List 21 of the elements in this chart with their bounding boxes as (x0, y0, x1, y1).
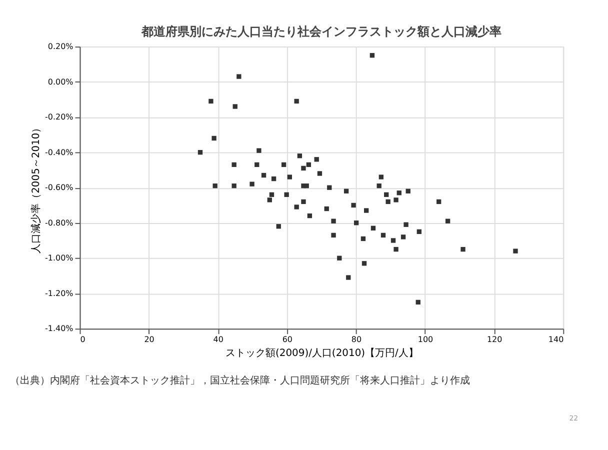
y-tick-label: -0.20% (45, 112, 74, 122)
y-tick-label: -0.60% (45, 183, 74, 192)
y-tick-label: -0.40% (45, 148, 74, 157)
x-tick-label: 60 (282, 335, 292, 344)
y-tick-label: -1.40% (45, 324, 74, 334)
y-axis-title: 人口減少率（2005～2010） (30, 122, 42, 254)
y-tick-label: 0.20% (48, 42, 74, 52)
x-tick-label: 140 (548, 335, 564, 344)
y-tick-label: -1.20% (45, 288, 74, 298)
x-tick-label: 120 (486, 335, 502, 344)
x-axis-title: ストック額(2009)/人口(2010)【万円/人】 (225, 347, 418, 360)
y-tick-label: -0.80% (45, 218, 74, 228)
y-tick-label: -1.00% (45, 254, 74, 263)
x-tick-label: 100 (418, 335, 434, 344)
text: （出典）内閣府「社会資本ストック推計」，国立社会保障・人口問題研究所「将来人口推計」より作成 (10, 374, 470, 386)
y-tick-label: 0.00% (48, 77, 74, 86)
x-tick-label: 80 (351, 335, 362, 344)
chart-title: 都道府県別にみた人口当たり社会インフラストック額と人口減少率 (140, 24, 502, 39)
x-tick-label: 0 (80, 335, 86, 344)
x-tick-label: 40 (213, 335, 224, 344)
x-tick-label: 20 (144, 335, 154, 344)
